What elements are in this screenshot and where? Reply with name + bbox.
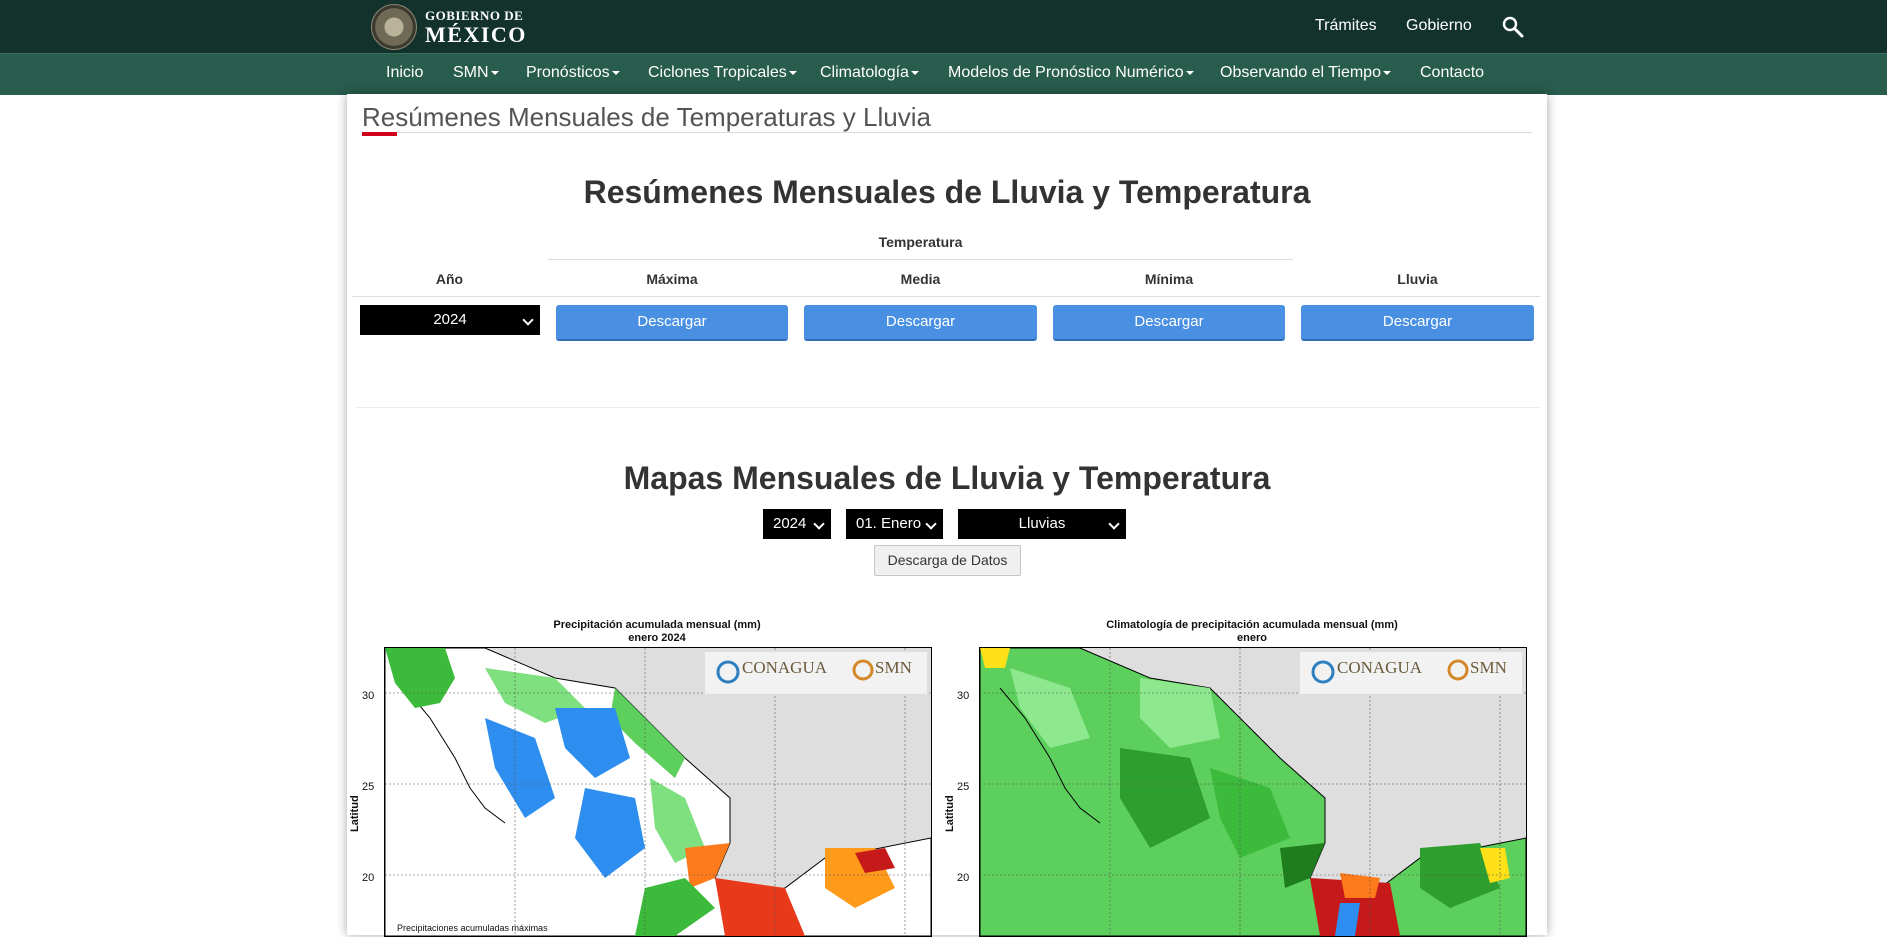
section-divider xyxy=(355,407,1540,408)
temperatura-group-header: Temperatura xyxy=(878,234,963,250)
top-header: GOBIERNO DE MÉXICO Trámites Gobierno xyxy=(0,0,1887,53)
mapas-heading: Mapas Mensuales de Lluvia y Temperatura xyxy=(623,460,1271,496)
right-y-tick-20: 20 xyxy=(957,872,970,884)
right-map-title-line2: enero xyxy=(1237,632,1267,644)
select-value: 2024 xyxy=(433,311,467,328)
nav-observando[interactable]: Observando el Tiempo xyxy=(1220,54,1391,95)
right-y-tick-25: 25 xyxy=(957,781,970,793)
title-accent-bar xyxy=(362,132,397,136)
nav-label: Ciclones Tropicales xyxy=(648,64,787,81)
caret-down-icon xyxy=(1185,70,1194,75)
nav-label: SMN xyxy=(453,64,489,81)
chevron-down-icon xyxy=(1108,518,1120,530)
col-header-rain: Lluvia xyxy=(1397,271,1438,287)
nav-label: Contacto xyxy=(1420,64,1485,81)
download-mean-button[interactable]: Descargar xyxy=(804,305,1037,341)
logo-line-1: GOBIERNO DE xyxy=(425,7,524,23)
resumenes-heading: Resúmenes Mensuales de Lluvia y Temperat… xyxy=(583,174,1311,210)
title-underline xyxy=(362,132,1532,133)
gobierno-link[interactable]: Gobierno xyxy=(1406,17,1472,34)
nav-pronosticos[interactable]: Pronósticos xyxy=(526,54,620,95)
col-header-year: Año xyxy=(435,271,464,287)
chevron-down-icon xyxy=(522,314,534,326)
conagua-logo: CONAGUA xyxy=(742,658,827,677)
left-map-y-label: Latitud xyxy=(349,795,361,832)
right-y-tick-30: 30 xyxy=(957,690,970,702)
right-map-graphic xyxy=(980,648,1526,936)
nav-inicio[interactable]: Inicio xyxy=(386,54,423,95)
left-map-title-line1: Precipitación acumulada mensual (mm) xyxy=(553,619,761,631)
map-month-select[interactable]: 01. Enero xyxy=(846,509,943,539)
nav-ciclones[interactable]: Ciclones Tropicales xyxy=(648,54,797,95)
nav-label: Inicio xyxy=(386,64,424,81)
resumen-year-select[interactable]: 2024 xyxy=(360,305,540,335)
select-value: 01. Enero xyxy=(856,515,922,532)
nav-label: Climatología xyxy=(820,64,909,81)
left-map-title: Precipitación acumulada mensual (mm) ene… xyxy=(420,619,894,645)
nav-modelos[interactable]: Modelos de Pronóstico Numérico xyxy=(948,54,1194,95)
right-map-title: Climatología de precipitación acumulada … xyxy=(1015,619,1489,645)
nav-label: Modelos de Pronóstico Numérico xyxy=(948,64,1184,81)
col-header-mean: Media xyxy=(900,271,941,287)
col-header-min: Mínima xyxy=(1144,271,1194,287)
download-data-button[interactable]: Descarga de Datos xyxy=(874,545,1021,576)
left-map-note: Precipitaciones acumuladas máximas xyxy=(397,923,548,933)
caret-down-icon xyxy=(910,70,919,75)
left-y-tick-20: 20 xyxy=(362,872,375,884)
group-divider xyxy=(548,259,1293,260)
select-value: Lluvias xyxy=(1018,515,1066,532)
left-map-graphic xyxy=(385,648,931,936)
nav-label: Pronósticos xyxy=(526,64,610,81)
tramites-link[interactable]: Trámites xyxy=(1315,17,1377,34)
map-year-select[interactable]: 2024 xyxy=(763,509,831,539)
download-max-button[interactable]: Descargar xyxy=(556,305,788,341)
search-icon[interactable] xyxy=(1502,16,1524,38)
left-map-title-line2: enero 2024 xyxy=(628,632,686,644)
nav-smn[interactable]: SMN xyxy=(453,54,499,95)
chevron-down-icon xyxy=(813,518,825,530)
right-map-y-label: Latitud xyxy=(944,795,956,832)
chevron-down-icon xyxy=(925,518,937,530)
table-header-divider xyxy=(352,296,1540,297)
nav-climatologia[interactable]: Climatología xyxy=(820,54,919,95)
col-header-max: Máxima xyxy=(646,271,698,287)
logo-line-2: MÉXICO xyxy=(425,21,527,47)
nav-label: Observando el Tiempo xyxy=(1220,64,1381,81)
conagua-logo: CONAGUA xyxy=(1337,658,1422,677)
main-nav: Inicio SMN Pronósticos Ciclones Tropical… xyxy=(0,53,1887,95)
page-title: Resúmenes Mensuales de Temperaturas y Ll… xyxy=(362,102,931,132)
national-seal-icon xyxy=(371,4,417,50)
smn-logo: SMN xyxy=(875,658,912,677)
download-rain-button[interactable]: Descargar xyxy=(1301,305,1534,341)
right-climatology-map: CONAGUA SMN xyxy=(979,647,1527,937)
caret-down-icon xyxy=(1382,70,1391,75)
gobierno-mexico-logo[interactable]: GOBIERNO DE MÉXICO xyxy=(371,4,527,50)
right-map-title-line1: Climatología de precipitación acumulada … xyxy=(1106,619,1398,631)
caret-down-icon xyxy=(788,70,797,75)
left-y-tick-25: 25 xyxy=(362,781,375,793)
caret-down-icon xyxy=(490,70,499,75)
nav-contacto[interactable]: Contacto xyxy=(1420,54,1484,95)
smn-logo: SMN xyxy=(1470,658,1507,677)
download-min-button[interactable]: Descargar xyxy=(1053,305,1285,341)
left-y-tick-30: 30 xyxy=(362,690,375,702)
select-value: 2024 xyxy=(773,515,807,532)
caret-down-icon xyxy=(611,70,620,75)
map-variable-select[interactable]: Lluvias xyxy=(958,509,1126,539)
left-precipitation-map: CONAGUA SMN Precipitaciones acumuladas m… xyxy=(384,647,932,937)
